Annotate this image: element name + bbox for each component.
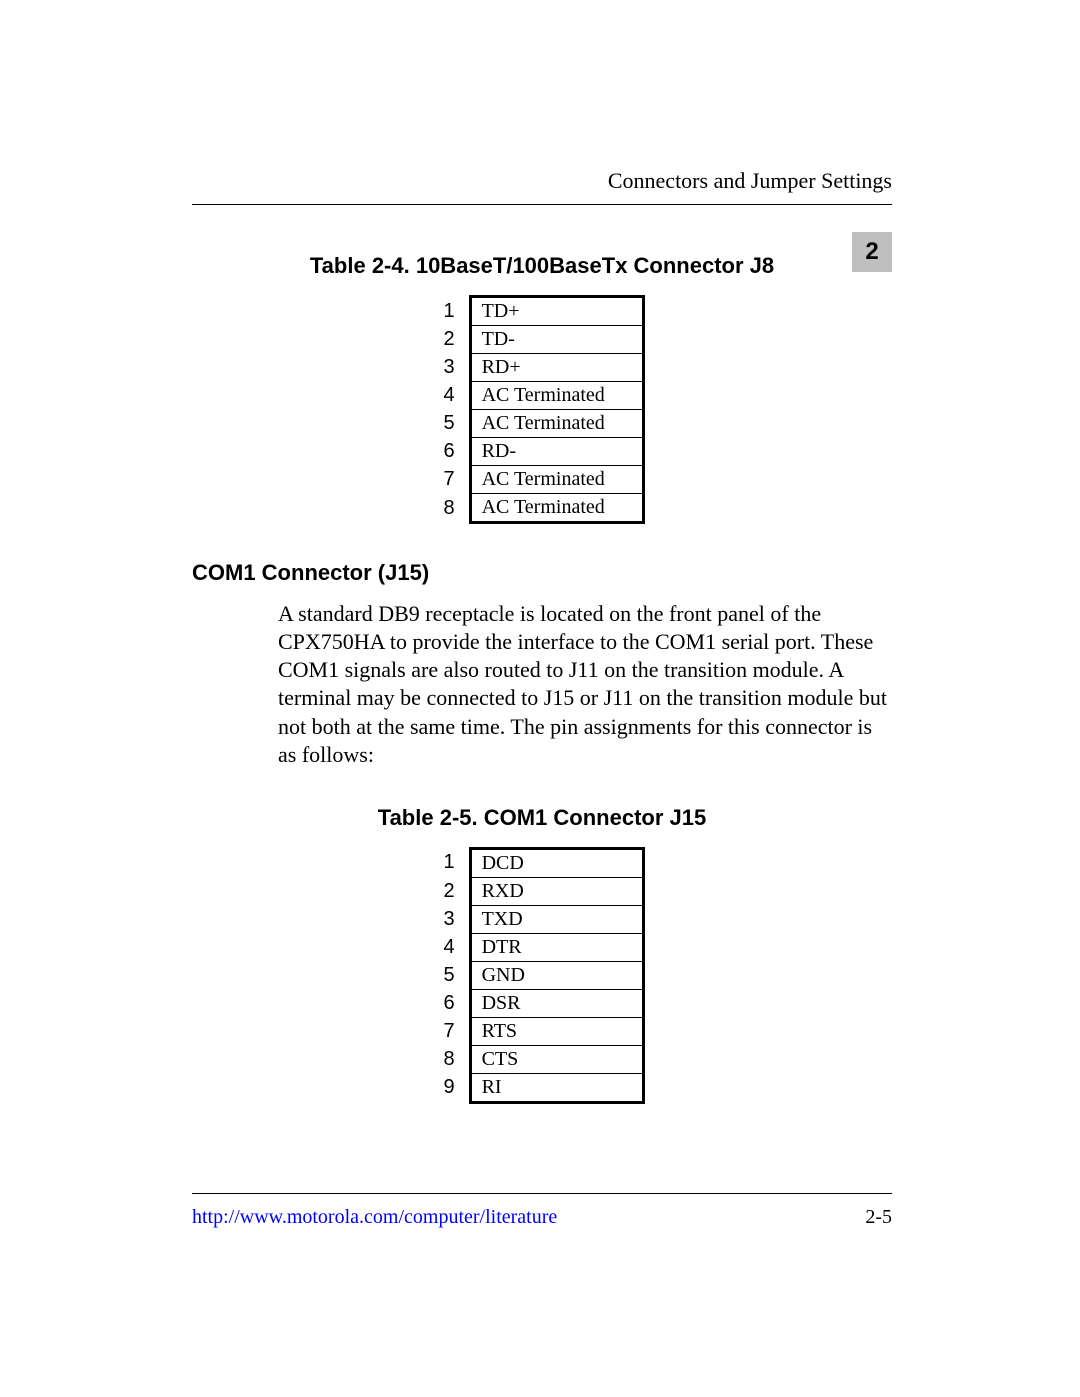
chapter-tab: 2 <box>852 232 892 272</box>
pin-signal: DCD <box>470 848 643 877</box>
pin-signal: RD+ <box>470 354 643 382</box>
page-footer: http://www.motorola.com/computer/literat… <box>192 1193 892 1229</box>
pin-signal: RXD <box>470 877 643 905</box>
pin-number: 4 <box>439 382 470 410</box>
table-2-5: 1 DCD 2 RXD 3 TXD 4 DTR 5 GND 6 DSR <box>192 847 892 1104</box>
table-row: 4 DTR <box>439 933 643 961</box>
pin-signal: AC Terminated <box>470 466 643 494</box>
table-row: 6 DSR <box>439 989 643 1017</box>
table-row: 4 AC Terminated <box>439 382 643 410</box>
table-row: 6 RD- <box>439 438 643 466</box>
pin-number: 7 <box>439 466 470 494</box>
pin-signal: RTS <box>470 1017 643 1045</box>
pin-number: 2 <box>439 877 470 905</box>
table-row: 1 DCD <box>439 848 643 877</box>
pin-signal: DSR <box>470 989 643 1017</box>
pin-table-j8: 1 TD+ 2 TD- 3 RD+ 4 AC Terminated 5 AC T… <box>439 295 644 524</box>
pin-number: 6 <box>439 989 470 1017</box>
pin-number: 3 <box>439 354 470 382</box>
pin-number: 5 <box>439 961 470 989</box>
pin-number: 8 <box>439 494 470 523</box>
pin-signal: RI <box>470 1073 643 1102</box>
running-title: Connectors and Jumper Settings <box>192 168 892 194</box>
pin-number: 4 <box>439 933 470 961</box>
pin-signal: AC Terminated <box>470 410 643 438</box>
pin-number: 9 <box>439 1073 470 1102</box>
pin-signal: RD- <box>470 438 643 466</box>
pin-table-j15: 1 DCD 2 RXD 3 TXD 4 DTR 5 GND 6 DSR <box>439 847 644 1104</box>
header-rule <box>192 204 892 205</box>
table-2-5-caption: Table 2-5. COM1 Connector J15 <box>192 805 892 831</box>
table-row: 5 GND <box>439 961 643 989</box>
table-row: 7 AC Terminated <box>439 466 643 494</box>
table-row: 2 TD- <box>439 326 643 354</box>
pin-signal: DTR <box>470 933 643 961</box>
pin-number: 5 <box>439 410 470 438</box>
pin-signal: AC Terminated <box>470 494 643 523</box>
table-2-4: 1 TD+ 2 TD- 3 RD+ 4 AC Terminated 5 AC T… <box>192 295 892 524</box>
table-2-4-caption: Table 2-4. 10BaseT/100BaseTx Connector J… <box>192 253 892 279</box>
table-row: 8 CTS <box>439 1045 643 1073</box>
page: Connectors and Jumper Settings 2 Table 2… <box>0 0 1080 1397</box>
section-heading-com1: COM1 Connector (J15) <box>192 560 892 586</box>
pin-number: 7 <box>439 1017 470 1045</box>
pin-signal: CTS <box>470 1045 643 1073</box>
table-row: 3 RD+ <box>439 354 643 382</box>
table-row: 2 RXD <box>439 877 643 905</box>
footer-rule <box>192 1193 892 1194</box>
pin-signal: TXD <box>470 905 643 933</box>
table-row: 7 RTS <box>439 1017 643 1045</box>
page-number: 2-5 <box>865 1206 892 1229</box>
table-row: 8 AC Terminated <box>439 494 643 523</box>
pin-number: 1 <box>439 297 470 326</box>
pin-signal: GND <box>470 961 643 989</box>
footer-url-link[interactable]: http://www.motorola.com/computer/literat… <box>192 1206 557 1229</box>
table-row: 9 RI <box>439 1073 643 1102</box>
table-row: 5 AC Terminated <box>439 410 643 438</box>
table-row: 3 TXD <box>439 905 643 933</box>
pin-signal: TD+ <box>470 297 643 326</box>
pin-number: 8 <box>439 1045 470 1073</box>
table-row: 1 TD+ <box>439 297 643 326</box>
pin-number: 6 <box>439 438 470 466</box>
pin-number: 1 <box>439 848 470 877</box>
pin-signal: AC Terminated <box>470 382 643 410</box>
pin-number: 2 <box>439 326 470 354</box>
pin-signal: TD- <box>470 326 643 354</box>
pin-number: 3 <box>439 905 470 933</box>
body-paragraph: A standard DB9 receptacle is located on … <box>278 600 892 769</box>
